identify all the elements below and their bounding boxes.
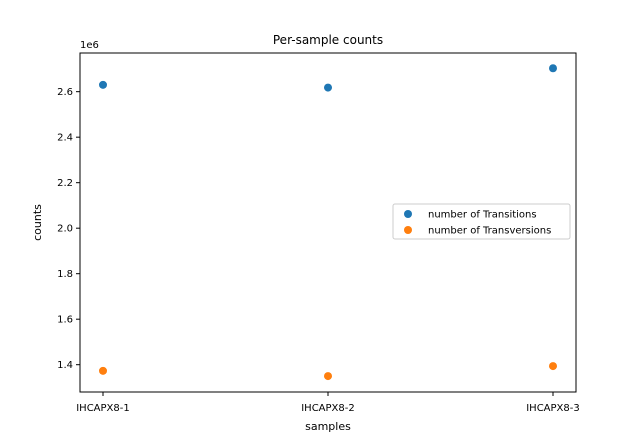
y-tick-label: 2.0 [57, 224, 73, 235]
data-point-series-1 [99, 80, 107, 89]
legend-label: number of Transversions [428, 226, 551, 237]
legend-marker [404, 210, 412, 218]
data-point-series-2 [324, 372, 332, 381]
chart-title: Per-sample counts [273, 33, 383, 47]
legend: number of Transitions number of Transvers… [392, 203, 571, 240]
y-tick-label: 2.2 [57, 178, 73, 189]
plot-area-frame [79, 52, 577, 393]
y-tick-label: 2.4 [57, 133, 73, 144]
data-points [99, 64, 557, 381]
legend-box [392, 203, 571, 240]
x-tick-label: IHCAPX8-3 [526, 403, 580, 414]
data-point-series-1 [549, 64, 557, 73]
y-axis-ticks: 1.4 1.6 1.8 2.0 2.2 2.4 2.6 [57, 87, 80, 371]
x-tick-label: IHCAPX8-1 [76, 403, 130, 414]
y-tick-label: 2.6 [57, 87, 73, 98]
data-point-series-1 [324, 83, 332, 92]
data-point-series-2 [99, 366, 107, 375]
x-axis-label: samples [305, 420, 351, 433]
y-tick-label: 1.6 [57, 315, 73, 326]
x-axis-ticks: IHCAPX8-1 IHCAPX8-2 IHCAPX8-3 [76, 392, 580, 414]
data-point-series-2 [549, 362, 557, 371]
x-tick-label: IHCAPX8-2 [301, 403, 355, 414]
y-tick-label: 1.4 [57, 360, 73, 371]
y-axis-offset-label: 1e6 [80, 40, 99, 51]
legend-label: number of Transitions [428, 210, 537, 221]
y-tick-label: 1.8 [57, 269, 73, 280]
y-axis-label: counts [31, 204, 44, 241]
legend-marker [404, 226, 412, 234]
